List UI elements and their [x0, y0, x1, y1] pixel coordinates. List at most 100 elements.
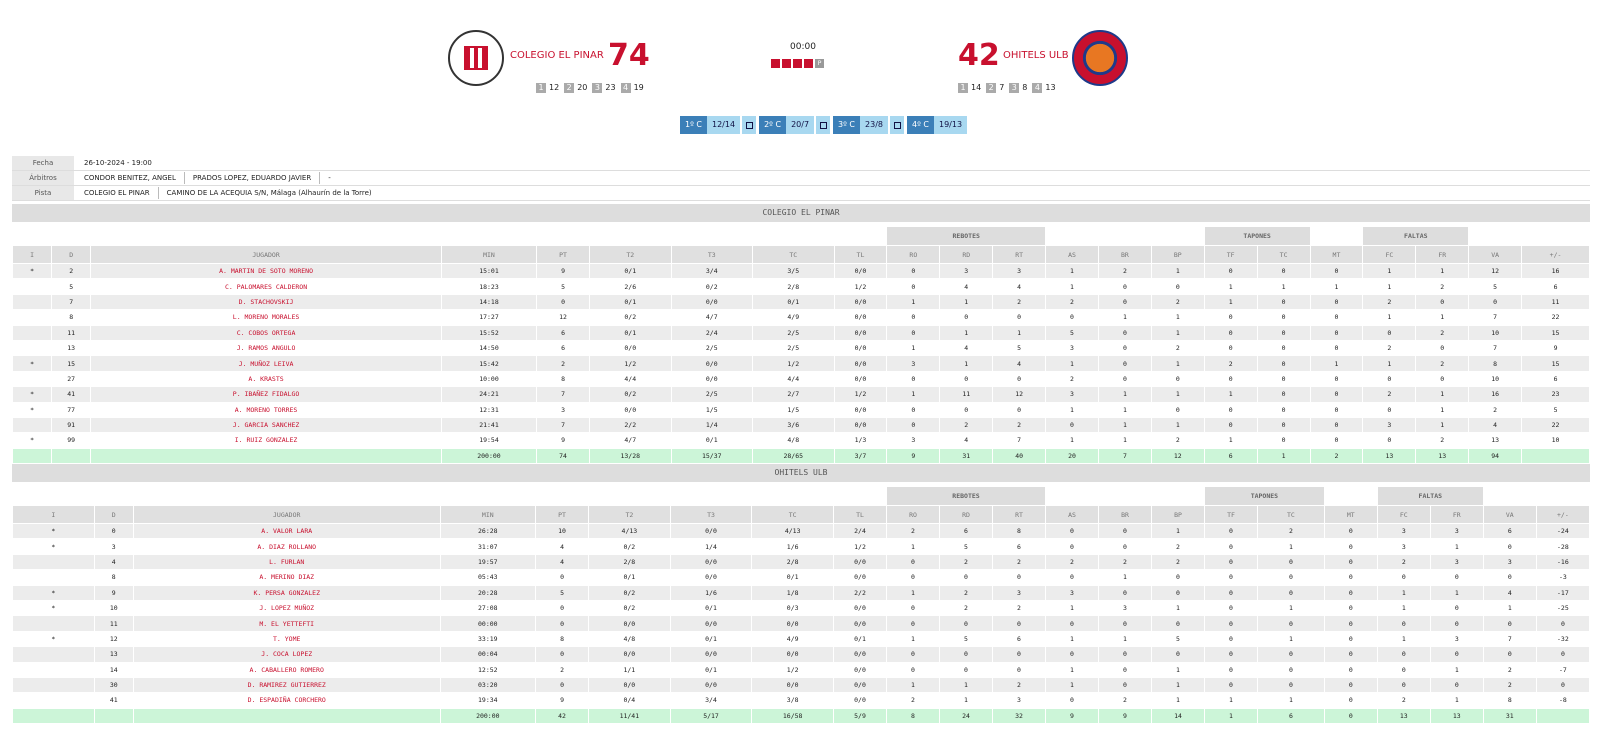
- player-row[interactable]: 30 D. RAMIREZ GUTIERREZ 03:20 0 0/0 0/0 0/0 0/0…: [13, 677, 1589, 693]
- player-name-link[interactable]: A. MARTIN DE SOTO MORENO: [91, 264, 441, 279]
- column-header-17[interactable]: MT: [1324, 506, 1377, 523]
- player-row[interactable]: * 0 A. VALOR LARA 26:28 10 4/13 0/0 4/13 2/4 2 6 8 0…: [13, 524, 1589, 539]
- player-name-link[interactable]: D. RAMIREZ GUTIERREZ: [133, 677, 440, 693]
- player-name-link[interactable]: D. ESPADIÑA CORCHERO: [133, 693, 440, 708]
- column-header-2[interactable]: JUGADOR: [133, 506, 440, 523]
- column-header-8[interactable]: TL: [834, 506, 886, 523]
- quarter-tab[interactable]: 1º C 12/14: [680, 116, 757, 134]
- column-header-21[interactable]: +/-: [1522, 246, 1589, 263]
- player-row[interactable]: * 15 J. MUÑOZ LEIVA 15:42 2 1/2 0/0 1/2 0/0 3 1 4 1 0…: [13, 356, 1589, 371]
- column-header-20[interactable]: VA: [1483, 506, 1536, 523]
- player-row[interactable]: * 2 A. MARTIN DE SOTO MORENO 15:01 9 0/1 3/4 3/…: [13, 264, 1589, 279]
- column-header-11[interactable]: RT: [993, 246, 1046, 263]
- column-header-20[interactable]: VA: [1469, 246, 1522, 263]
- column-header-13[interactable]: BR: [1099, 506, 1151, 523]
- player-row[interactable]: 8 L. MORENO MORALES 17:27 12 0/2 4/7 4/9 0/0 0 0 0…: [13, 310, 1589, 325]
- column-header-9[interactable]: RO: [887, 506, 939, 523]
- player-name-link[interactable]: D. STACHOVSKIJ: [91, 294, 441, 310]
- total-cell: 5/17: [670, 708, 752, 724]
- player-row[interactable]: 91 J. GARCIA SANCHEZ 21:41 7 2/2 1/4 3/6 0/0 0 2 2…: [13, 417, 1589, 433]
- column-header-16[interactable]: TC: [1258, 506, 1324, 523]
- column-header-8[interactable]: TL: [834, 246, 887, 263]
- column-header-14[interactable]: BP: [1151, 246, 1204, 263]
- column-header-12[interactable]: AS: [1046, 246, 1098, 263]
- column-header-7[interactable]: TC: [753, 246, 834, 263]
- column-header-6[interactable]: T3: [671, 246, 752, 263]
- player-name-link[interactable]: A. MERINO DIAZ: [133, 570, 440, 585]
- column-header-3[interactable]: MIN: [441, 246, 537, 263]
- save-icon[interactable]: [890, 116, 904, 134]
- column-header-12[interactable]: AS: [1046, 506, 1098, 523]
- player-name-link[interactable]: J. LOPEZ MUÑOZ: [133, 600, 440, 616]
- player-name-link[interactable]: C. PALOMARES CALDERON: [91, 279, 441, 294]
- player-name-link[interactable]: A. DIAZ ROLLANO: [133, 539, 440, 554]
- column-header-18[interactable]: FC: [1377, 506, 1430, 523]
- save-icon[interactable]: [742, 116, 757, 134]
- player-row[interactable]: 13 J. COCA LOPEZ 00:04 0 0/0 0/0 0/0 0/0 0 0 0 0 0 0 0…: [13, 647, 1589, 662]
- column-header-17[interactable]: MT: [1310, 246, 1363, 263]
- column-header-21[interactable]: +/-: [1536, 506, 1589, 523]
- player-name-link[interactable]: J. COCA LOPEZ: [133, 647, 440, 662]
- player-row[interactable]: 11 C. COBOS ORTEGA 15:52 6 0/1 2/4 2/5 0/0 0 1 1 5 0…: [13, 325, 1589, 340]
- player-row[interactable]: * 99 I. RUIZ GONZALEZ 19:54 9 4/7 0/1 4/8 1/3 3 4 7…: [13, 433, 1589, 448]
- column-header-0[interactable]: I: [13, 246, 52, 263]
- player-name-link[interactable]: L. FURLAN: [133, 554, 440, 570]
- player-row[interactable]: 14 A. CABALLERO ROMERO 12:52 2 1/1 0/1 1/2 0/0 0…: [13, 662, 1589, 677]
- player-row[interactable]: * 10 J. LOPEZ MUÑOZ 27:08 0 0/2 0/1 0/3 0/0 0 2 2 1 3…: [13, 600, 1589, 616]
- column-header-11[interactable]: RT: [993, 506, 1045, 523]
- column-header-10[interactable]: RD: [940, 506, 992, 523]
- player-name-link[interactable]: T. YOME: [133, 631, 440, 647]
- player-row[interactable]: 4 L. FURLAN 19:57 4 2/8 0/0 2/8 0/0 0 2 2 2 2 2 0 0 0 2 3 3…: [13, 554, 1589, 570]
- column-header-1[interactable]: D: [94, 506, 133, 523]
- column-header-18[interactable]: FC: [1363, 246, 1416, 263]
- column-header-19[interactable]: FR: [1430, 506, 1483, 523]
- player-row[interactable]: 7 D. STACHOVSKIJ 14:18 0 0/1 0/0 0/1 0/0 1 1 2 2 0 2 1…: [13, 294, 1589, 310]
- player-name-link[interactable]: A. VALOR LARA: [133, 524, 440, 539]
- player-row[interactable]: 8 A. MERINO DIAZ 05:43 0 0/1 0/0 0/1 0/0 0 0 0 0 1 0 0…: [13, 570, 1589, 585]
- column-header-15[interactable]: TF: [1205, 506, 1257, 523]
- column-header-9[interactable]: RO: [887, 246, 940, 263]
- quarter-tab[interactable]: 2º C 20/7: [759, 116, 831, 134]
- column-header-2[interactable]: JUGADOR: [91, 246, 441, 263]
- column-header-14[interactable]: BP: [1152, 506, 1204, 523]
- column-header-19[interactable]: FR: [1416, 246, 1469, 263]
- player-row[interactable]: 41 D. ESPADIÑA CORCHERO 19:34 9 0/4 3/4 3/8 0/0…: [13, 693, 1589, 708]
- column-header-15[interactable]: TF: [1204, 246, 1257, 263]
- player-row[interactable]: * 9 K. PERSA GONZALEZ 20:28 5 0/2 1/6 1/8 2/2 1 2 3…: [13, 585, 1589, 600]
- player-name-link[interactable]: A. CABALLERO ROMERO: [133, 662, 440, 677]
- column-header-1[interactable]: D: [52, 246, 91, 263]
- column-header-13[interactable]: BR: [1098, 246, 1151, 263]
- player-name-link[interactable]: A. KRASTS: [91, 371, 441, 387]
- player-row[interactable]: * 12 T. YOME 33:19 8 4/8 0/1 4/9 0/1 1 5 6 1 1 5 0 1 0 1 3 7…: [13, 631, 1589, 647]
- player-row[interactable]: 5 C. PALOMARES CALDERON 18:23 5 2/6 0/2 2/8 1/2…: [13, 279, 1589, 294]
- player-row[interactable]: * 77 A. MORENO TORRES 12:31 3 0/0 1/5 1/5 0/0 0 0 0…: [13, 402, 1589, 417]
- player-row[interactable]: 11 M. EL YETTEFTI 00:00 0 0/0 0/0 0/0 0/0 0 0 0 0 0 0…: [13, 616, 1589, 631]
- player-name-link[interactable]: I. RUIZ GONZALEZ: [91, 433, 441, 448]
- player-row[interactable]: * 41 P. IBAÑEZ FIDALGO 24:21 7 0/2 2/5 2/7 1/2 1 1…: [13, 387, 1589, 402]
- player-row[interactable]: 27 A. KRASTS 10:00 8 4/4 0/0 4/4 0/0 0 0 0 2 0 0 0 0 0 0 0…: [13, 371, 1589, 387]
- column-header-4[interactable]: PT: [537, 246, 589, 263]
- player-name-link[interactable]: P. IBAÑEZ FIDALGO: [91, 387, 441, 402]
- player-name-link[interactable]: A. MORENO TORRES: [91, 402, 441, 417]
- quarter-tab[interactable]: 3º C 23/8: [833, 116, 904, 134]
- player-name-link[interactable]: M. EL YETTEFTI: [133, 616, 440, 631]
- column-header-4[interactable]: PT: [536, 506, 589, 523]
- column-header-5[interactable]: T2: [590, 246, 671, 263]
- player-name-link[interactable]: J. GARCIA SANCHEZ: [91, 417, 441, 433]
- player-name-link[interactable]: J. RAMOS ANGULO: [91, 340, 441, 356]
- player-name-link[interactable]: C. COBOS ORTEGA: [91, 325, 441, 340]
- column-header-16[interactable]: TC: [1257, 246, 1310, 263]
- column-header-6[interactable]: T3: [670, 506, 752, 523]
- player-row[interactable]: * 3 A. DIAZ ROLLANO 31:07 4 0/2 1/4 1/6 1/2 1 5 6 0 0…: [13, 539, 1589, 554]
- column-header-3[interactable]: MIN: [440, 506, 536, 523]
- player-name-link[interactable]: L. MORENO MORALES: [91, 310, 441, 325]
- column-header-5[interactable]: T2: [589, 506, 670, 523]
- player-row[interactable]: 13 J. RAMOS ANGULO 14:50 6 0/0 2/5 2/5 0/0 1 4 5 3 0…: [13, 340, 1589, 356]
- quarter-tab[interactable]: 4º C 19/13: [907, 116, 968, 134]
- save-icon[interactable]: [816, 116, 831, 134]
- column-header-7[interactable]: TC: [752, 506, 833, 523]
- player-name-link[interactable]: J. MUÑOZ LEIVA: [91, 356, 441, 371]
- column-header-10[interactable]: RD: [940, 246, 993, 263]
- column-header-0[interactable]: I: [13, 506, 94, 523]
- player-name-link[interactable]: K. PERSA GONZALEZ: [133, 585, 440, 600]
